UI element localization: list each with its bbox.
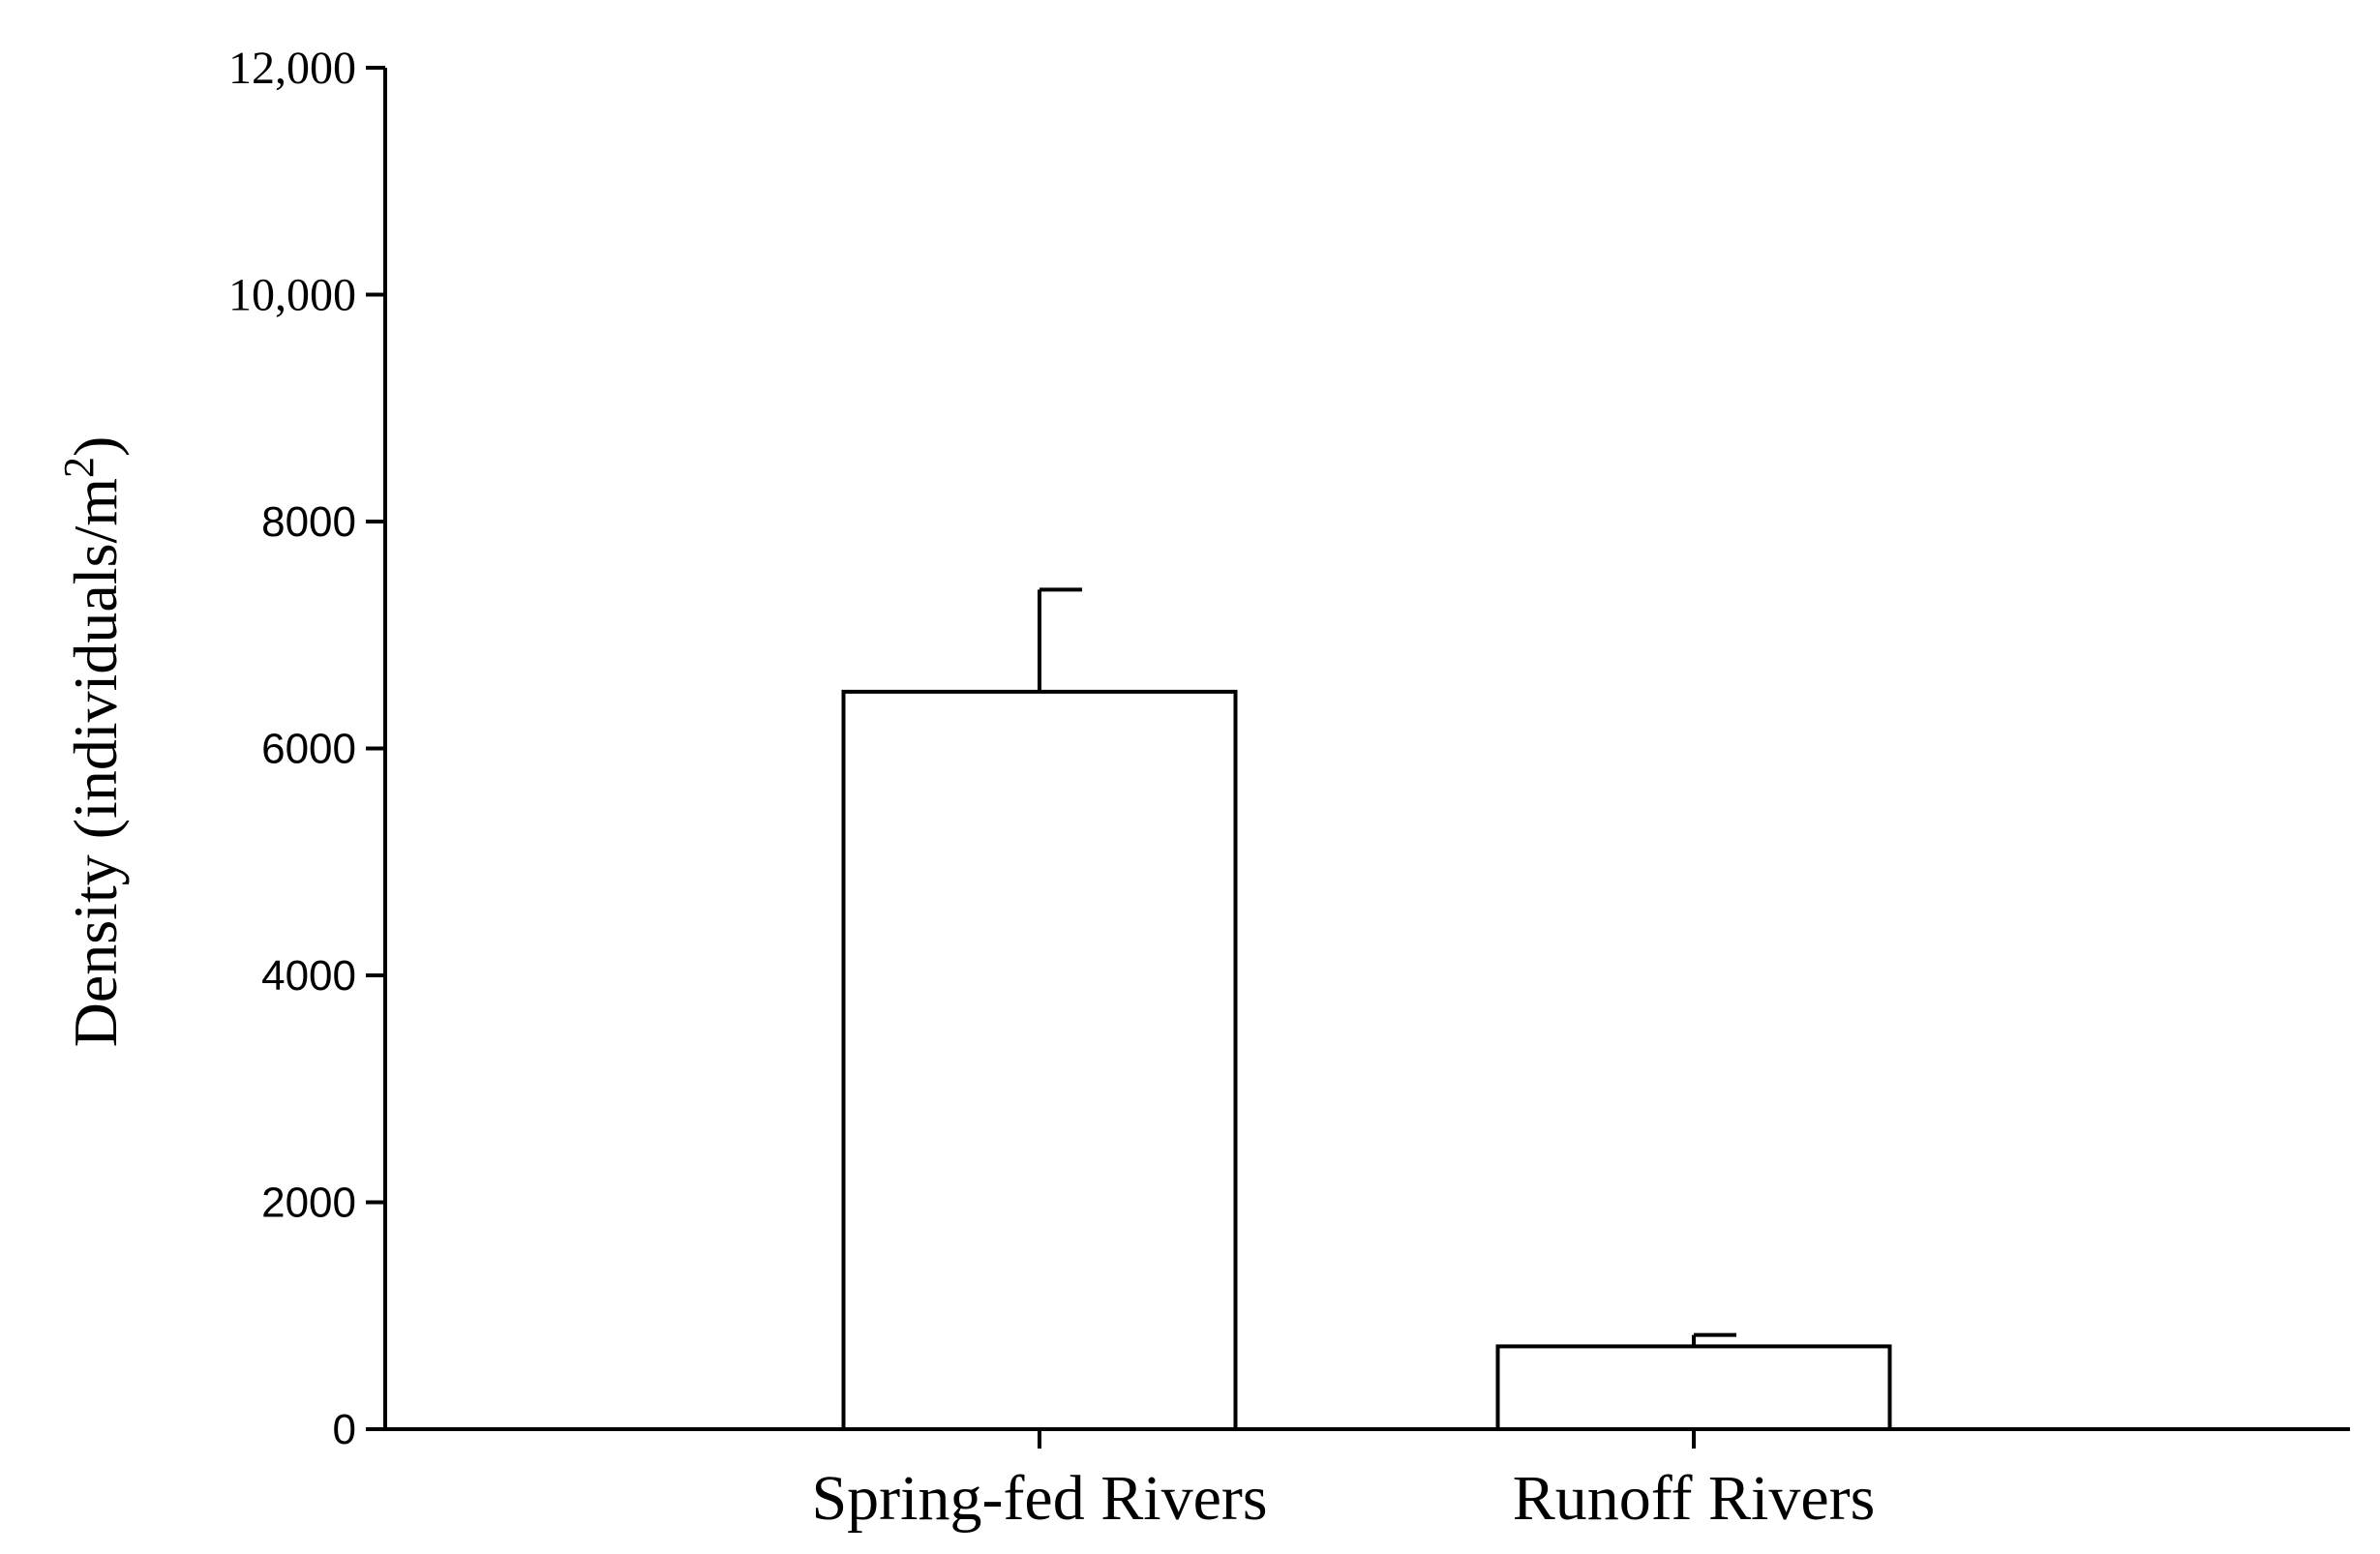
error-bars [1038,587,1736,1347]
y-tick-label: 4000 [261,952,356,1000]
y-tick-label: 10,000 [228,270,356,321]
y-axis-title: Density (individuals/m2) [55,436,131,1048]
y-tick-label: 0 [333,1406,356,1453]
bar [841,689,1238,1431]
x-axis-tick-labels: Spring-fed Rivers Runoff Rivers [811,1429,1875,1534]
y-tick-label: 2000 [261,1180,356,1227]
y-axis-ticks: 0 2000 4000 6000 8000 10,000 12,000 [228,43,385,1453]
y-axis-title-main: Density (individuals/m [61,478,130,1047]
y-tick-label: 6000 [261,726,356,773]
x-tick-label: Spring-fed Rivers [811,1463,1267,1534]
y-tick-label: 12,000 [228,43,356,94]
x-tick-label: Runoff Rivers [1513,1463,1876,1534]
bar [1495,1344,1892,1431]
bars [841,689,1892,1431]
y-axis-title-close: ) [61,436,130,457]
y-tick-label: 8000 [261,498,356,546]
y-axis-title-superscript: 2 [55,457,103,478]
